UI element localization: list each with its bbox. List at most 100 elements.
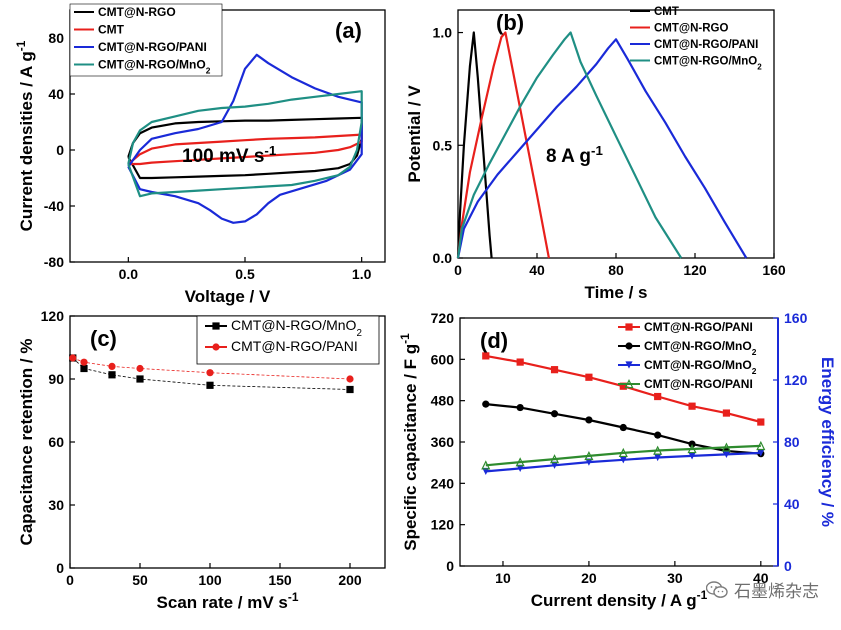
panel-b: 0 40 80 120 160 0.0 0.5 1.0 Time / s Potential / … (405, 6, 786, 302)
y-axis-label: Capacitance retention / % (17, 339, 36, 546)
y-tick-label: 360 (431, 434, 455, 450)
data-point (346, 385, 354, 394)
x-tick-label: 0 (454, 262, 462, 278)
x-tick-label: 40 (753, 570, 769, 586)
y-axis-label: Specific capacitance / F g-1 (398, 333, 420, 551)
y-tick-label: 0.0 (433, 250, 453, 266)
y-tick-label: 120 (431, 517, 455, 533)
y2-tick-label: 160 (784, 310, 808, 326)
data-point (756, 440, 766, 451)
data-point (618, 447, 628, 458)
series-line (127, 53, 363, 224)
panel-label: (a) (335, 18, 362, 43)
legend-marker (625, 342, 633, 350)
x-axis-label: Scan rate / mV s-1 (157, 590, 299, 612)
data-point (550, 461, 559, 469)
series-line (456, 31, 493, 259)
x-tick-label: 80 (608, 262, 624, 278)
y2-tick-label: 120 (784, 372, 808, 388)
data-point (136, 364, 144, 373)
x-tick-label: 1.0 (352, 266, 372, 282)
y-tick-label: 30 (48, 497, 64, 513)
data-point (482, 400, 490, 408)
data-point (206, 381, 214, 389)
x-tick-label: 120 (683, 262, 707, 278)
y2-tick-label: 40 (784, 496, 800, 512)
legend-label: CMT (98, 23, 125, 37)
data-point (346, 375, 354, 383)
legend-marker (212, 343, 220, 351)
data-point (722, 409, 731, 417)
legend-label: CMT@N-RGO/MnO2 (644, 358, 757, 376)
legend-marker (212, 322, 220, 330)
legend: CMT CMT@N-RGO CMT@N-RGO/PANI CMT@N-RGO/MnO2 (630, 6, 762, 71)
panel-label: (b) (496, 10, 524, 35)
data-point (757, 418, 765, 426)
data-point (549, 454, 560, 464)
watermark: 石墨烯杂志 (706, 577, 819, 602)
data-point (654, 453, 662, 462)
y-tick-label: 0.5 (433, 137, 453, 153)
data-point (69, 354, 77, 362)
series-line (456, 31, 550, 259)
data-point (722, 450, 731, 458)
legend-label: CMT (654, 6, 679, 18)
data-point (481, 460, 491, 470)
legend-marker (625, 323, 633, 331)
x-tick-label: 30 (667, 570, 683, 586)
x-tick-label: 0 (66, 572, 74, 588)
data-point (688, 402, 696, 410)
y-tick-label: 40 (48, 86, 64, 102)
legend-label: CMT@N-RGO/PANI (98, 40, 207, 54)
data-point (550, 366, 559, 374)
x-tick-label: 150 (268, 572, 292, 588)
data-point (654, 392, 662, 401)
legend: CMT@N-RGO/PANICMT@N-RGO/MnO2CMT@N-RGO/Mn… (618, 320, 757, 391)
legend-label: CMT@N-RGO (98, 5, 176, 19)
y-tick-label: 0 (56, 142, 64, 158)
watermark-text: 石墨烯杂志 (734, 582, 819, 602)
x-tick-label: 160 (762, 262, 786, 278)
data-point (206, 369, 214, 377)
y-tick-label: -80 (44, 254, 64, 270)
data-point (654, 431, 662, 439)
x-axis-label: Time / s (585, 283, 648, 302)
legend-label: CMT@N-RGO/PANI (644, 377, 753, 391)
legend-label: CMT@N-RGO/MnO2 (644, 339, 757, 357)
panel-d: 10 20 30 40 0 120 240 360 480 600 720 0 40 80 120 160 Cu… (398, 310, 837, 610)
legend-label: CMT@N-RGO/PANI (644, 320, 753, 334)
series-line (456, 38, 748, 259)
data-point (550, 410, 559, 418)
y-tick-label: 60 (48, 434, 64, 450)
x-tick-label: 0.0 (119, 266, 139, 282)
y-tick-label: 720 (431, 310, 455, 326)
chart-annotation: 8 A g-1 (546, 143, 603, 168)
x-tick-label: 100 (198, 572, 222, 588)
data-point (585, 458, 593, 466)
data-point (585, 416, 593, 424)
legend-label: CMT@N-RGO (654, 23, 729, 35)
series-line (72, 357, 351, 380)
plot-frame (69, 9, 386, 263)
data-point (80, 364, 88, 373)
data-point (136, 375, 144, 383)
y2-tick-label: 80 (784, 434, 800, 450)
panel-a: 0.0 0.5 1.0 -80 -40 0 40 80 Voltage / V Current d… (14, 3, 386, 306)
data-point (619, 456, 627, 464)
data-point (687, 444, 697, 454)
series-line (485, 444, 761, 467)
y-tick-label: 600 (431, 351, 455, 367)
panel-label: (c) (90, 326, 117, 351)
plot-frame (459, 317, 779, 567)
data-point (757, 449, 765, 457)
series-line (127, 90, 363, 198)
y-axis-label: Current densities / A g-1 (14, 40, 36, 231)
data-point (516, 358, 524, 366)
legend-marker (625, 361, 633, 369)
y2-axis-label: Energy efficiency / % (818, 357, 837, 527)
data-point (516, 464, 524, 472)
x-tick-label: 10 (495, 570, 511, 586)
y2-tick-label: 0 (784, 558, 792, 574)
